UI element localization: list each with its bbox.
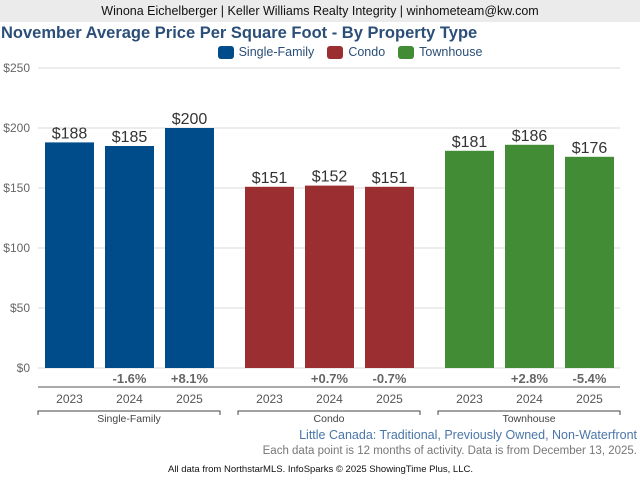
y-tick-label: $50 [10,301,30,315]
x-tick-label: 2023 [456,392,483,406]
y-tick-label: $250 [3,61,30,75]
legend-item-condo[interactable]: Condo [327,45,385,59]
bar [445,150,494,368]
legend-label: Single-Family [238,45,315,59]
chart-subtitle: Little Canada: Traditional, Previously O… [299,428,637,442]
group-bracket [437,410,621,415]
agent-info-bar: Winona Eichelberger | Keller Williams Re… [0,0,640,22]
legend-swatch-single-family [217,45,234,59]
bar-value-label: $186 [512,128,548,145]
group-bracket [237,410,421,415]
x-tick-label: 2025 [176,392,203,406]
bar-value-label: $151 [252,170,288,187]
change-label: +2.8% [511,371,549,386]
change-label: +8.1% [171,371,209,386]
group-label: Single-Family [97,413,161,425]
y-tick-label: $100 [3,241,30,255]
bar-value-label: $151 [372,170,408,187]
legend-label: Townhouse [419,45,483,59]
x-tick-label: 2024 [516,392,543,406]
change-label: +0.7% [311,371,349,386]
x-tick-label: 2023 [256,392,283,406]
bar [505,144,554,368]
chart-title: November Average Price Per Square Foot -… [1,24,478,42]
x-tick-label: 2024 [316,392,343,406]
bar [165,128,214,368]
legend-item-townhouse[interactable]: Townhouse [398,45,482,59]
bar [245,186,294,368]
change-label: -5.4% [573,371,607,386]
data-note: Each data point is 12 months of activity… [262,445,637,457]
bar-value-label: $181 [452,134,488,151]
bar-value-label: $176 [572,140,608,157]
bar [565,156,614,368]
y-tick-label: $0 [17,361,31,375]
legend-item-single-family[interactable]: Single-Family [217,45,315,59]
bar [105,146,154,368]
y-tick-label: $150 [3,181,30,195]
change-label: -1.6% [113,371,147,386]
group-label: Townhouse [502,413,555,425]
legend-label: Condo [348,45,386,59]
x-tick-label: 2025 [376,392,403,406]
x-tick-label: 2024 [116,392,143,406]
bar [365,186,414,368]
x-tick-label: 2025 [576,392,603,406]
group-label: Condo [314,413,345,425]
bar-value-label: $152 [312,169,348,186]
bar [45,142,94,368]
bar-value-label: $200 [172,111,208,128]
legend-swatch-townhouse [398,45,415,59]
x-tick-label: 2023 [56,392,83,406]
change-label: -0.7% [373,371,407,386]
group-bracket [37,410,221,415]
legend-swatch-condo [327,45,344,59]
bar-value-label: $188 [52,125,88,142]
data-credit: All data from NorthstarMLS. InfoSparks ©… [168,464,473,475]
bar [305,185,354,368]
legend: Single-Family Condo Townhouse [0,45,640,59]
bar-value-label: $185 [112,129,148,146]
y-tick-label: $200 [3,121,30,135]
